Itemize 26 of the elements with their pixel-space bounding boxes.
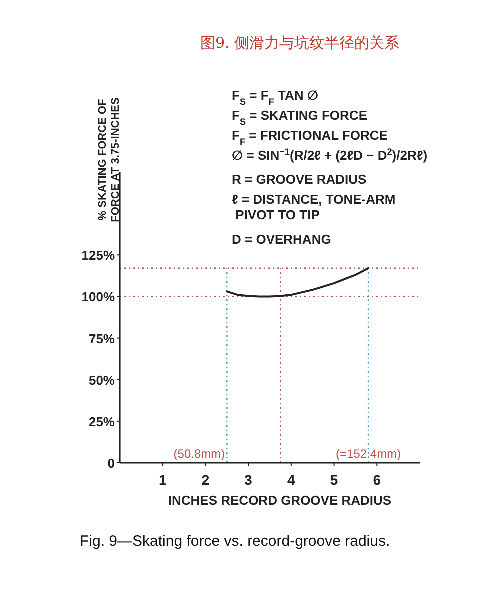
annotation: (50.8mm) — [174, 447, 226, 461]
y-tick-label: 25% — [88, 414, 116, 430]
text: F$_{S}$ = F$_{F}$ TAN ∅ — [232, 88, 318, 107]
x-tick-label: 1 — [158, 472, 167, 488]
text: F$_{F}$ = FRICTIONAL FORCE — [232, 128, 388, 147]
annotation: ℓ = DISTANCE, TONE-ARM PIVOT TO TIP — [232, 192, 396, 223]
y-tick-label: 0 — [108, 456, 115, 471]
y-tick-label: 100% — [82, 290, 116, 305]
text: F$_{S}$ = SKATING FORCE — [232, 108, 368, 127]
chart-title: 图9. 侧滑力与坑纹半径的关系 — [200, 34, 400, 52]
caption: Fig. 9—Skating force vs. record-groove radius. — [80, 533, 390, 550]
y-tick-label: 125% — [82, 248, 116, 264]
annotation: D = OVERHANG — [232, 232, 332, 247]
x-tick-label: 6 — [373, 472, 382, 488]
text: ∅ = SIN$^{−1}$(R/2ℓ + (2ℓD − D$^{2}$)/2Rℓ) — [232, 147, 428, 163]
annotation: R = GROOVE RADIUS — [232, 172, 368, 187]
x-tick-label: 5 — [330, 472, 338, 488]
annotation: (=152.4mm) — [336, 447, 402, 461]
x-axis-title: INCHES RECORD GROOVE RADIUS — [168, 493, 392, 508]
x-tick-label: 4 — [288, 472, 296, 488]
y-tick-label: 75% — [88, 331, 116, 346]
x-tick-label: 3 — [244, 472, 253, 488]
y-axis-title: % SKATING FORCE OF FORCE AT 3.75-INCHES — [97, 98, 122, 222]
x-tick-label: 2 — [202, 472, 210, 488]
line-series — [226, 267, 370, 298]
y-tick-label: 50% — [88, 372, 116, 388]
